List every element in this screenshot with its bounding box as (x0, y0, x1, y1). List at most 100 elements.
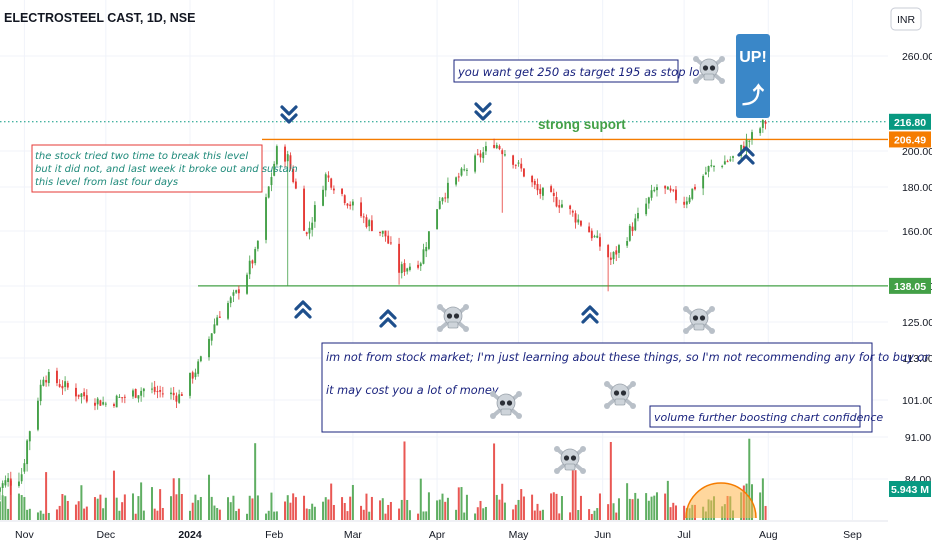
volume-bar (460, 487, 463, 520)
volume-bar (482, 508, 485, 520)
candle-body (688, 197, 691, 203)
volume-bar (370, 496, 373, 520)
volume-bar (541, 509, 544, 520)
candle-body (520, 163, 523, 169)
candle-body (251, 260, 254, 264)
volume-bar (137, 496, 140, 520)
candle-body (387, 235, 390, 244)
candle-body (574, 213, 577, 223)
currency-button-frame[interactable] (890, 7, 922, 31)
price-badge-2 (889, 277, 931, 294)
candle-body (650, 190, 653, 198)
price-badge-label-0: 216.80 (894, 117, 926, 129)
support-label: strong suport (538, 117, 626, 132)
volume-bar (389, 501, 392, 520)
volume-bar (408, 510, 411, 520)
volume-bar (104, 497, 107, 520)
chevron-stroke (379, 317, 397, 328)
candlesticks[interactable] (0, 119, 767, 501)
volume-bar (531, 494, 534, 520)
candle-body (436, 209, 439, 230)
y-tick-label: 91.00 (905, 432, 931, 444)
volume-bar (406, 499, 409, 520)
volume-bar (590, 513, 593, 520)
volume-bar (417, 513, 420, 520)
volume-bar (232, 495, 235, 520)
x-tick-label: Jun (594, 529, 611, 541)
candle-body (156, 391, 159, 393)
candle-body (580, 220, 582, 226)
volume-bar (289, 502, 292, 520)
x-tick-label: 2024 (178, 529, 202, 541)
candle-body (322, 189, 324, 206)
skull-eye (702, 65, 709, 71)
volume-bar (99, 494, 102, 520)
bone-end (516, 413, 522, 419)
symbol-title: ELECTROSTEEL CAST, 1D, NSE (4, 11, 195, 25)
volume-bar (254, 443, 257, 520)
volume-bar (102, 508, 105, 520)
currency-button[interactable]: INR (897, 14, 916, 26)
candle-body (199, 356, 202, 362)
chevron-stroke (474, 102, 492, 113)
skull-jaw (614, 398, 626, 406)
candle-body (723, 161, 726, 165)
candle-body (313, 205, 316, 222)
volume-bar (631, 499, 634, 520)
chevron-stroke (737, 146, 755, 157)
candle-body (213, 324, 216, 334)
candle-body (64, 381, 67, 387)
chevron-stroke (294, 300, 312, 311)
candle-body (341, 188, 343, 194)
volume-bar (498, 499, 501, 520)
skull-jaw (564, 463, 576, 471)
candle-body (159, 390, 162, 392)
price-badge-label-2: 138.05 (894, 281, 926, 293)
volume-bar (308, 509, 311, 520)
skull-eye (620, 390, 627, 396)
volume-bar (536, 503, 539, 520)
candle-body (691, 188, 694, 199)
candle-body (408, 266, 411, 270)
candle-body (270, 177, 273, 186)
candle-body (389, 242, 392, 244)
skull-eye (692, 315, 699, 321)
volume-bar (93, 497, 96, 520)
volume-bar (1, 495, 4, 520)
volume-bar (248, 495, 251, 520)
volume-highlight-circle (685, 482, 757, 519)
volume-bar (20, 495, 23, 520)
candle-body (669, 188, 672, 191)
candle-body (365, 217, 368, 227)
y-tick-label: 113.00 (902, 353, 932, 365)
candle-body (406, 268, 409, 272)
volume-bar (123, 494, 126, 520)
volume-bar (569, 512, 572, 520)
volume-bar (444, 501, 447, 520)
x-tick-label: Jul (677, 529, 690, 541)
candle-body (764, 121, 767, 124)
volume-bar (118, 510, 121, 520)
candle-body (227, 303, 229, 319)
candle-body (351, 201, 354, 206)
candle-body (327, 175, 330, 178)
volume-bar (476, 507, 479, 520)
candle-body (232, 292, 235, 296)
volume-bar (267, 510, 270, 520)
volume-bar (175, 494, 178, 520)
y-tick-label: 200.00 (902, 146, 932, 158)
candle-body (178, 394, 181, 403)
volume-bars (0, 438, 767, 520)
candle-body (275, 146, 278, 165)
candle-body (18, 481, 20, 486)
candle-body (208, 338, 210, 358)
y-tick-label: 101.00 (902, 395, 932, 407)
volume-bar (596, 508, 599, 520)
candle-body (330, 178, 333, 188)
bone-end (630, 381, 636, 387)
volume-bar (275, 511, 278, 520)
volume-bar (284, 501, 287, 520)
candle-body (653, 189, 656, 192)
candle-body (134, 388, 137, 398)
